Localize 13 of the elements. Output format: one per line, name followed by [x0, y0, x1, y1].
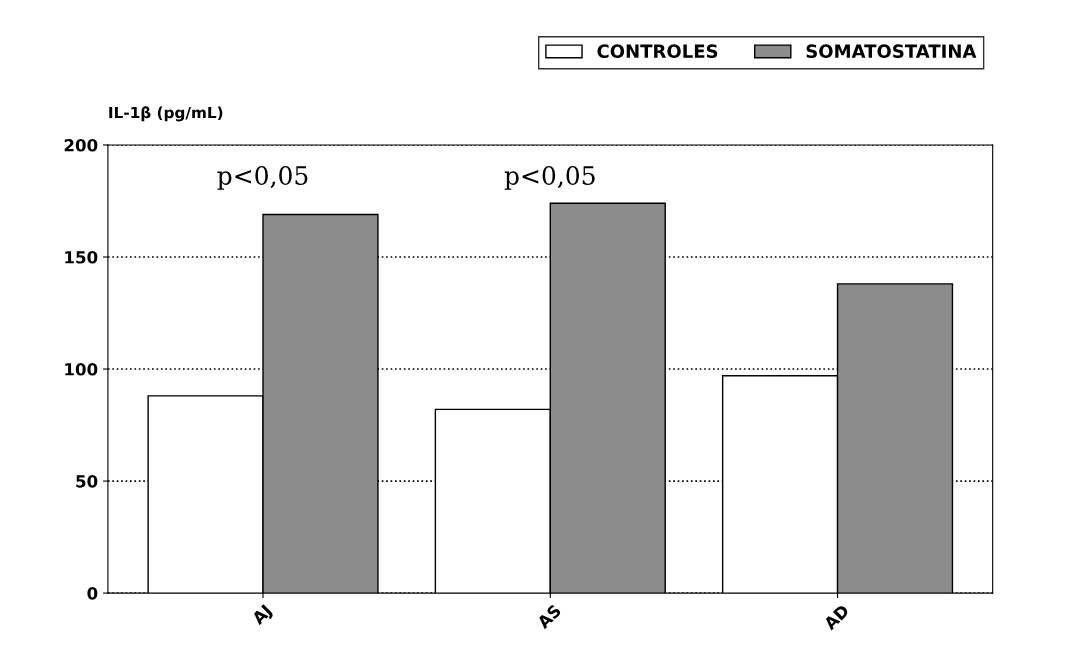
y-tick-label: 50 — [76, 475, 98, 488]
y-axis-title: IL-1β (pg/mL) — [109, 106, 223, 122]
annotation: p<0,05 — [504, 166, 595, 190]
x-tick-label: AS — [536, 603, 562, 630]
y-tick-label: 100 — [65, 363, 98, 376]
y-tick-label: 200 — [64, 138, 98, 152]
y-tick-label: 0 — [87, 587, 98, 600]
annotation: p<0,05 — [217, 166, 308, 190]
x-tick-label: AJ — [250, 604, 275, 628]
legend-label: SOMATOSTATINA — [806, 44, 977, 59]
y-tick-label: 150 — [65, 250, 98, 264]
x-tick-label: AD — [822, 603, 850, 631]
legend-label: CONTROLES — [597, 44, 718, 59]
